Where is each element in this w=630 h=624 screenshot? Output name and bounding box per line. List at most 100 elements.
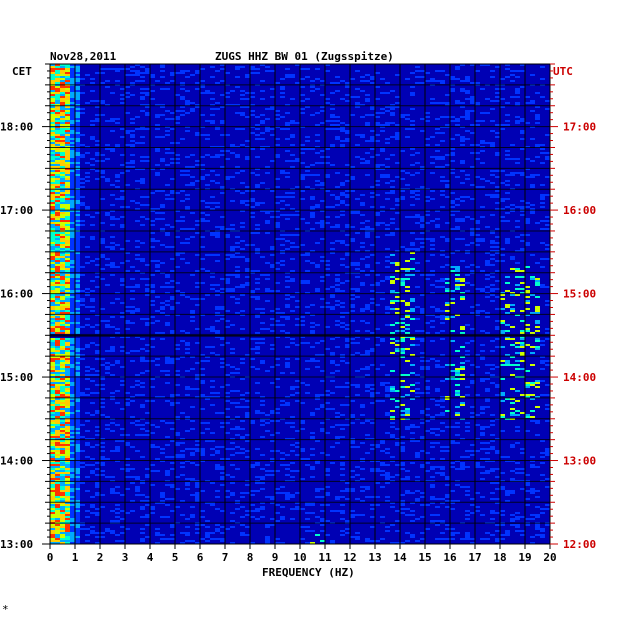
heat-cell bbox=[505, 120, 510, 122]
heat-cell bbox=[365, 486, 370, 488]
heat-cell bbox=[55, 236, 60, 238]
heat-cell bbox=[140, 66, 145, 68]
heat-cell bbox=[490, 174, 495, 176]
heat-cell bbox=[345, 382, 350, 384]
heat-cell bbox=[120, 190, 125, 192]
heat-cell bbox=[130, 322, 135, 324]
heat-cell bbox=[355, 466, 360, 468]
heat-cell bbox=[445, 288, 450, 290]
heat-cell bbox=[460, 468, 465, 470]
heat-cell bbox=[225, 158, 230, 160]
heat-cell bbox=[540, 228, 545, 230]
heat-cell bbox=[320, 80, 325, 82]
heat-cell bbox=[70, 260, 75, 262]
heat-cell bbox=[200, 68, 205, 70]
heat-cell bbox=[400, 468, 405, 470]
heat-cell bbox=[110, 204, 115, 206]
heat-cell bbox=[430, 340, 435, 342]
heat-cell bbox=[435, 400, 440, 402]
heat-cell bbox=[280, 200, 285, 202]
heat-cell bbox=[290, 208, 295, 210]
heat-cell bbox=[300, 450, 305, 452]
heat-cell bbox=[165, 456, 170, 458]
heat-cell bbox=[500, 128, 505, 130]
heat-cell bbox=[345, 164, 350, 166]
heat-cell bbox=[505, 290, 510, 292]
heat-cell bbox=[450, 252, 455, 254]
heat-cell bbox=[455, 120, 460, 122]
heat-cell bbox=[415, 238, 420, 240]
heat-cell bbox=[85, 246, 90, 248]
heat-cell bbox=[175, 142, 180, 144]
heat-cell bbox=[75, 232, 80, 234]
heat-cell bbox=[105, 104, 110, 106]
heat-cell bbox=[365, 174, 370, 176]
heat-cell bbox=[275, 488, 280, 490]
heat-cell bbox=[470, 124, 475, 126]
heat-cell bbox=[510, 356, 515, 358]
heat-cell bbox=[170, 462, 175, 464]
heat-cell bbox=[65, 204, 70, 206]
heat-cell bbox=[200, 452, 205, 454]
heat-cell bbox=[365, 124, 370, 126]
heat-cell bbox=[50, 348, 55, 350]
heat-cell bbox=[75, 320, 80, 322]
heat-cell bbox=[60, 358, 65, 360]
heat-cell bbox=[75, 174, 80, 176]
heat-cell bbox=[65, 214, 70, 216]
heat-cell bbox=[65, 178, 70, 180]
heat-cell bbox=[95, 374, 100, 376]
heat-cell bbox=[50, 414, 55, 416]
heat-cell bbox=[470, 270, 475, 272]
heat-cell bbox=[350, 240, 355, 242]
heat-cell bbox=[390, 154, 395, 156]
heat-cell bbox=[140, 136, 145, 138]
heat-cell bbox=[135, 308, 140, 310]
heat-cell bbox=[430, 238, 435, 240]
heat-cell bbox=[55, 64, 60, 66]
heat-cell bbox=[125, 310, 130, 312]
heat-cell bbox=[205, 270, 210, 272]
heat-cell bbox=[70, 400, 75, 402]
heat-cell bbox=[60, 398, 65, 400]
heat-cell bbox=[530, 466, 535, 468]
heat-cell bbox=[395, 102, 400, 104]
heat-cell bbox=[440, 286, 445, 288]
heat-cell bbox=[75, 270, 80, 272]
heat-cell bbox=[230, 372, 235, 374]
heat-cell bbox=[60, 224, 65, 226]
heat-cell bbox=[495, 450, 500, 452]
heat-cell bbox=[135, 486, 140, 488]
heat-cell bbox=[445, 450, 450, 452]
heat-cell bbox=[150, 238, 155, 240]
heat-cell bbox=[455, 412, 460, 414]
heat-cell bbox=[460, 396, 465, 398]
heat-cell bbox=[70, 288, 75, 290]
heat-cell bbox=[60, 392, 65, 394]
heat-cell bbox=[120, 440, 125, 442]
heat-cell bbox=[350, 210, 355, 212]
heat-cell bbox=[100, 446, 105, 448]
heat-cell bbox=[65, 302, 70, 304]
heat-cell bbox=[70, 420, 75, 422]
heat-cell bbox=[65, 452, 70, 454]
heat-cell bbox=[185, 344, 190, 346]
heat-cell bbox=[190, 312, 195, 314]
heat-cell bbox=[185, 198, 190, 200]
heat-cell bbox=[120, 366, 125, 368]
heat-cell bbox=[60, 462, 65, 464]
heat-cell bbox=[50, 416, 55, 418]
heat-cell bbox=[200, 282, 205, 284]
heat-cell bbox=[390, 370, 395, 372]
heat-cell bbox=[310, 438, 315, 440]
heat-cell bbox=[65, 134, 70, 136]
heat-cell bbox=[175, 370, 180, 372]
heat-cell bbox=[390, 218, 395, 220]
heat-cell bbox=[60, 400, 65, 402]
heat-cell bbox=[195, 82, 200, 84]
heat-cell bbox=[55, 304, 60, 306]
heat-cell bbox=[355, 262, 360, 264]
heat-cell bbox=[265, 128, 270, 130]
heat-cell bbox=[440, 194, 445, 196]
heat-cell bbox=[75, 340, 80, 342]
